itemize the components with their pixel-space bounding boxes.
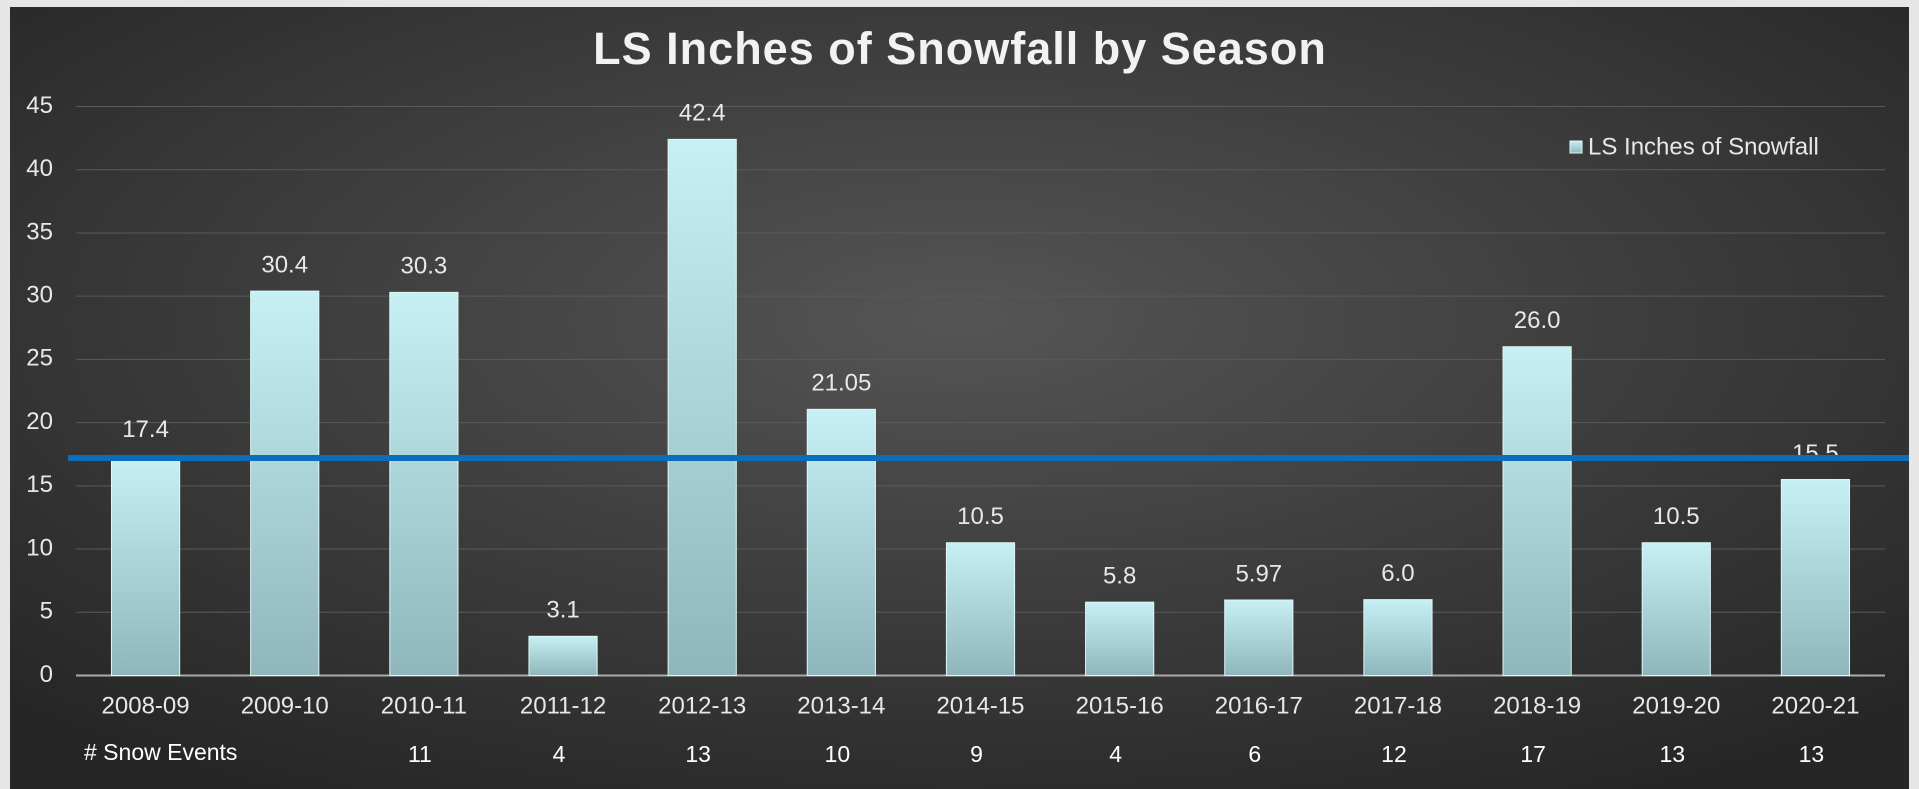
y-tick-label: 35: [26, 218, 53, 245]
data-label: 10.5: [1653, 503, 1700, 530]
data-label: 15.5: [1792, 440, 1839, 467]
x-tick-label: 2014-15: [936, 692, 1024, 719]
table-cell: 11: [408, 741, 432, 767]
y-tick-label: 10: [26, 534, 53, 561]
legend-swatch: [1569, 140, 1583, 154]
table-cell: 17: [1520, 741, 1546, 767]
x-tick-label: 2020-21: [1771, 692, 1859, 719]
data-label: 21.05: [811, 370, 871, 397]
x-tick-label: 2017-18: [1354, 692, 1442, 719]
bar: [1502, 346, 1572, 676]
table-cell: 12: [1381, 741, 1407, 767]
data-label: 30.3: [401, 253, 448, 280]
bar: [1363, 599, 1433, 677]
data-label: 10.5: [957, 503, 1004, 530]
table-cell: 4: [1109, 741, 1122, 767]
bar: [806, 408, 876, 676]
table-cell: 6: [1248, 741, 1261, 767]
bar: [528, 635, 598, 677]
x-tick-label: 2019-20: [1632, 692, 1720, 719]
data-label: 42.4: [679, 100, 726, 127]
bar: [1085, 601, 1155, 677]
chart-title: LS Inches of Snowfall by Season: [593, 23, 1327, 74]
x-tick-label: 2009-10: [241, 692, 329, 719]
x-tick-label: 2015-16: [1076, 692, 1164, 719]
x-tick-label: 2012-13: [658, 692, 746, 719]
bar: [250, 290, 320, 676]
bar: [1641, 542, 1711, 676]
data-label: 30.4: [261, 251, 308, 278]
y-tick-label: 0: [40, 661, 53, 688]
x-tick-label: 2018-19: [1493, 692, 1581, 719]
data-label: 5.97: [1235, 560, 1282, 587]
table-cell: 9: [970, 741, 983, 767]
bar: [667, 138, 737, 676]
bar: [1224, 599, 1294, 677]
y-tick-label: 40: [26, 155, 53, 182]
bar: [389, 291, 459, 676]
y-tick-label: 30: [26, 282, 53, 309]
table-cell: 4: [553, 741, 566, 767]
y-tick-label: 15: [26, 471, 53, 498]
table-row-label: # Snow Events: [84, 739, 237, 765]
x-tick-label: 2010-11: [381, 692, 467, 719]
data-label: 26.0: [1514, 307, 1561, 334]
y-tick-label: 25: [26, 345, 53, 372]
x-tick-label: 2011-12: [520, 692, 606, 719]
x-tick-label: 2008-09: [102, 692, 190, 719]
y-tick-label: 20: [26, 408, 53, 435]
table-cell: 13: [685, 741, 711, 767]
legend-label: LS Inches of Snowfall: [1588, 133, 1819, 160]
data-label: 17.4: [122, 416, 169, 443]
y-tick-label: 45: [26, 92, 53, 119]
x-tick-label: 2013-14: [797, 692, 885, 719]
x-tick-label: 2016-17: [1215, 692, 1303, 719]
data-label: 5.8: [1103, 563, 1136, 590]
table-cell: 10: [825, 741, 851, 767]
table-cell: 13: [1799, 741, 1825, 767]
y-tick-label: 5: [40, 598, 53, 625]
bar: [945, 542, 1016, 676]
data-label: 6.0: [1381, 560, 1414, 587]
data-label: 3.1: [546, 597, 579, 624]
bar: [1780, 479, 1851, 676]
table-cell: 13: [1659, 741, 1685, 767]
bar: [110, 454, 181, 676]
